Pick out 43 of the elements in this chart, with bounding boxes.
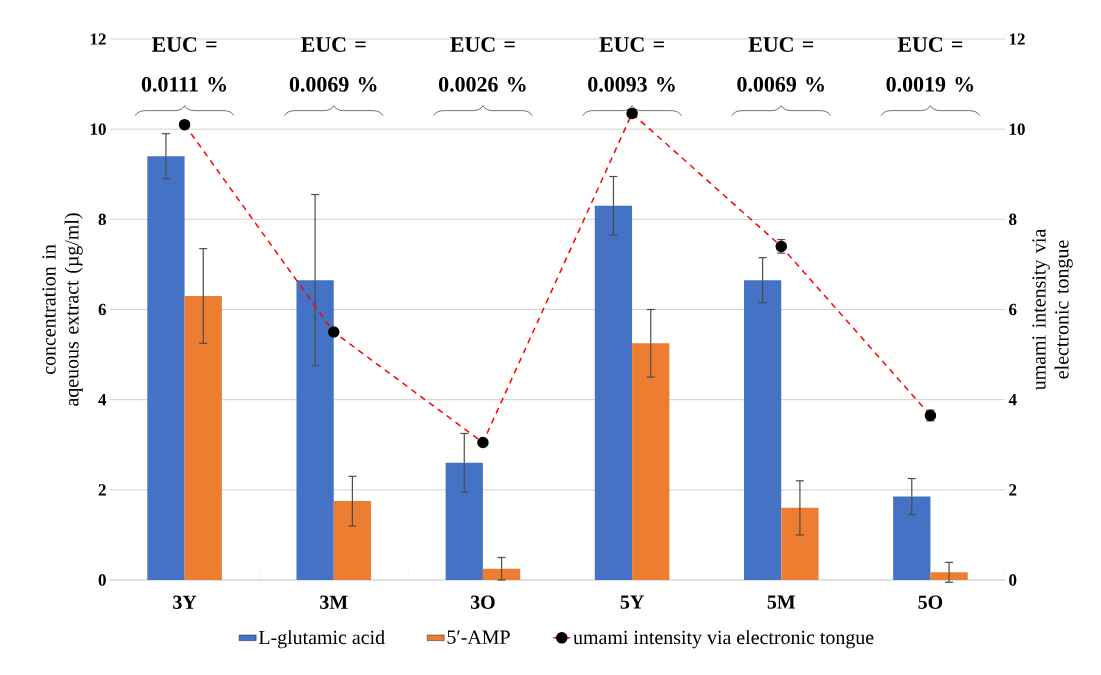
x-tick-label: 3Y (173, 595, 197, 609)
y-tick-label: 12 (90, 33, 106, 45)
y2-tick-label: 2 (1009, 484, 1017, 496)
annotation: EUC = 0.0069 % (737, 37, 824, 92)
bar (482, 568, 521, 580)
x-tick-label: 3O (470, 595, 495, 609)
bar (296, 280, 334, 580)
bar (594, 205, 633, 580)
annotation: EUC = 0.0093 % (588, 37, 675, 92)
bar (333, 501, 372, 580)
x-tick-label: 5Y (620, 595, 644, 609)
y-tick-label: 8 (98, 213, 106, 226)
legend-label: 5′-AMP (447, 630, 510, 644)
x-tick-label: 5M (767, 595, 796, 609)
y2-tick-label: 4 (1008, 394, 1017, 406)
annotation: EUC = 0.0026 % (439, 37, 526, 92)
y-tick-label: 0 (98, 574, 106, 586)
y-tick-label: 4 (98, 394, 107, 406)
x-tick-label: 5O (918, 595, 943, 609)
x-tick-label: 3M (320, 595, 348, 609)
y-tick-label: 6 (98, 303, 106, 316)
annotation: EUC = 0.0019 % (886, 37, 974, 92)
bar (893, 496, 931, 580)
annotation: EUC = 0.0111 % (141, 37, 227, 92)
bar (147, 156, 185, 580)
y2-axis-title: umami intensity via electronic tongue (1032, 228, 1073, 391)
y-axis-title: concentration in aqeuous extract (µg/ml) (42, 213, 83, 406)
bar (743, 280, 782, 580)
legend-label: L-glutamic acid (258, 630, 385, 649)
y2-tick-label: 6 (1009, 303, 1017, 316)
bar (781, 507, 819, 580)
y2-tick-label: 0 (1009, 574, 1017, 586)
y2-tick-label: 10 (1009, 123, 1025, 135)
bar (445, 462, 483, 580)
y-tick-label: 2 (98, 484, 106, 496)
y2-tick-label: 12 (1009, 33, 1025, 45)
annotation: EUC = 0.0069 % (289, 37, 377, 92)
bar (184, 295, 222, 580)
legend-label: umami intensity via electronic tongue (573, 630, 874, 649)
y2-tick-label: 8 (1009, 213, 1017, 226)
y-tick-label: 10 (90, 123, 106, 135)
bar (632, 343, 670, 580)
bar (930, 572, 968, 580)
